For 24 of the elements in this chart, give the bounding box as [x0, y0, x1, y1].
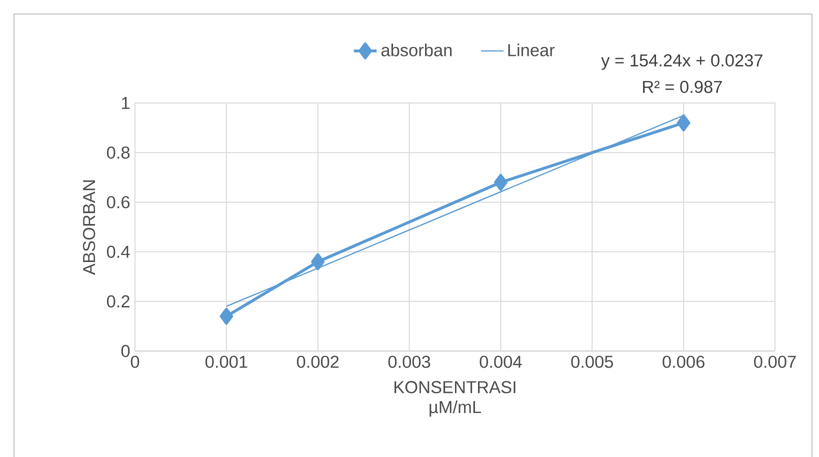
y-axis-title: ABSORBAN [82, 180, 96, 275]
x-tick-label: 0.003 [388, 356, 430, 368]
x-tick-label: 0.006 [662, 356, 704, 368]
legend-label: Linear [508, 44, 555, 56]
x-axis-title: KONSENTRASI µM/mL [394, 381, 516, 417]
x-tick-label: 0.005 [571, 356, 614, 368]
x-tick-label: 0.002 [296, 356, 339, 368]
point [494, 174, 508, 191]
point [311, 253, 325, 270]
legend-label: absorban [381, 44, 452, 56]
y-tick-label: 0.8 [106, 146, 130, 159]
x-tick-label: 0.007 [754, 356, 796, 368]
y-tick-label: 0.2 [106, 295, 130, 308]
x-tick-label: 0.001 [205, 356, 248, 368]
point [676, 114, 690, 132]
y-tick-label: 0.6 [106, 196, 130, 208]
text: R² = 0.987 [643, 80, 722, 93]
y-tick-label: 0 [121, 344, 130, 358]
y-tick-label: 0.4 [106, 246, 130, 258]
text: y = 154.24x + 0.0237 [601, 54, 762, 70]
x-tick-label: 0 [130, 356, 140, 368]
point [220, 308, 234, 325]
y-tick-label: 1 [122, 97, 130, 109]
x-tick-label: 0.004 [480, 356, 522, 368]
